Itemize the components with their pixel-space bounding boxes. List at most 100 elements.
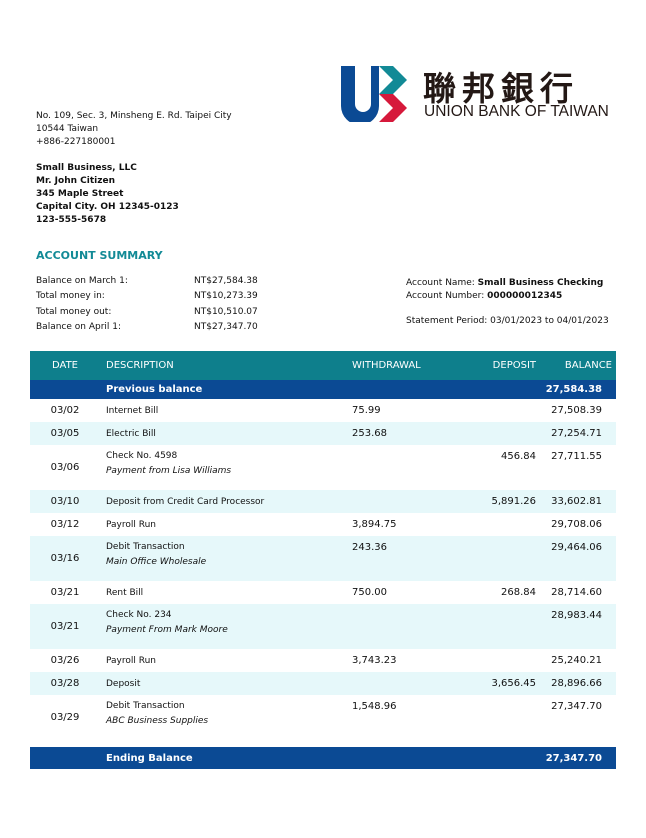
table-row: 03/10 Deposit from Credit Card Processor 5… <box>30 490 616 513</box>
row-deposit: 3,656.45 <box>452 672 536 695</box>
previous-balance-value: 27,584.38 <box>536 380 616 399</box>
row-deposit: 268.84 <box>501 587 536 598</box>
address-line: No. 109, Sec. 3, Minsheng E. Rd. Taipei … <box>36 111 232 121</box>
row-date: 03/05 <box>30 422 100 445</box>
customer-company: Small Business, LLC <box>36 163 137 173</box>
customer-street: 345 Maple Street <box>36 189 124 199</box>
bank-name-zh: 聯邦銀行 <box>423 69 579 108</box>
summary-label: Total money out: <box>36 306 112 317</box>
row-withdrawal <box>352 445 452 490</box>
description-text: Rent Bill <box>106 587 144 598</box>
description-note: ABC Business Supplies <box>106 716 209 726</box>
row-description: Internet Bill <box>100 399 352 422</box>
row-date: 03/29 <box>50 712 80 723</box>
row-balance: 28,983.44 <box>536 604 616 649</box>
table-header: DATE DESCRIPTION WITHDRAWAL DEPOSIT BALA… <box>30 351 616 380</box>
table-row: 03/16 Debit Transaction Main Office Wholes… <box>30 536 616 581</box>
description-text: Payroll Run <box>106 519 156 530</box>
row-description: Deposit <box>100 672 352 695</box>
summary-label: Balance on March 1: <box>36 276 128 286</box>
table-row: 03/28 Deposit 3,656.45 28,896.66 <box>30 672 616 695</box>
bank-name-en: UNION BANK OF TAIWAN <box>424 103 609 120</box>
row-deposit <box>452 695 536 740</box>
description-text: Payroll Run <box>106 655 156 666</box>
table-row: 03/29 Debit Transaction ABC Business Suppl… <box>30 695 616 740</box>
table-spacer <box>30 740 616 747</box>
summary-row: Total money in: NT$10,273.39 <box>36 290 258 305</box>
description-text: Deposit <box>106 678 141 689</box>
table-row: 03/05 Electric Bill 253.68 27,254.71 <box>30 422 616 445</box>
row-withdrawal: 3,894.75 <box>352 519 397 530</box>
previous-balance-row: Previous balance 27,584.38 <box>30 380 616 399</box>
description-text: Check No. 4598 <box>106 451 178 461</box>
account-name-label: Account Name: <box>406 278 475 288</box>
row-description: Check No. 234 Payment From Mark Moore <box>100 604 352 649</box>
row-balance: 27,254.71 <box>536 422 616 445</box>
summary-row: Total money out: NT$10,510.07 <box>36 306 258 321</box>
ending-balance-value: 27,347.70 <box>536 747 616 769</box>
row-balance: 29,708.06 <box>551 519 602 530</box>
account-name-value: Small Business Checking <box>477 278 604 288</box>
table-row: 03/21 Rent Bill 750.00 268.84 28,714.60 <box>30 581 616 604</box>
row-withdrawal: 243.36 <box>352 536 452 581</box>
row-date: 03/16 <box>30 536 100 581</box>
ending-balance-row: Ending Balance 27,347.70 <box>30 747 616 769</box>
row-date: 03/06 <box>50 462 80 473</box>
description-text: Internet Bill <box>106 405 159 416</box>
description-text: Electric Bill <box>106 428 156 439</box>
table-row: 03/02 Internet Bill 75.99 27,508.39 <box>30 399 616 422</box>
row-description: Electric Bill <box>100 422 352 445</box>
summary-value: NT$10,273.39 <box>194 291 258 302</box>
description-note: Payment From Mark Moore <box>106 625 228 635</box>
row-description: Debit Transaction Main Office Wholesale <box>100 536 352 581</box>
bank-logo: 聯邦銀行 UNION BANK OF TAIWAN <box>341 66 621 122</box>
row-balance: 27,508.39 <box>551 405 602 416</box>
table-row: 03/12 Payroll Run 3,894.75 29,708.06 <box>30 513 616 536</box>
row-deposit: 5,891.26 <box>452 490 536 513</box>
row-description: Payroll Run <box>100 513 352 536</box>
summary-row: Balance on April 1: NT$27,347.70 <box>36 321 258 336</box>
description-text: Debit Transaction <box>106 542 185 552</box>
account-number-label: Account Number: <box>406 291 485 301</box>
row-deposit: 456.84 <box>501 451 536 462</box>
account-number: Account Number: 000000012345 <box>406 290 609 303</box>
row-balance: 29,464.06 <box>536 536 616 581</box>
bank-address: No. 109, Sec. 3, Minsheng E. Rd. Taipei … <box>36 110 232 149</box>
account-name: Account Name: Small Business Checking <box>406 277 609 290</box>
customer-phone: 123-555-5678 <box>36 215 107 225</box>
summary-value: NT$10,510.07 <box>194 306 258 317</box>
row-deposit <box>452 604 536 649</box>
description-text: Check No. 234 <box>106 610 172 620</box>
row-balance: 28,714.60 <box>551 587 602 598</box>
row-withdrawal: 1,548.96 <box>352 701 397 712</box>
transactions-table: DATE DESCRIPTION WITHDRAWAL DEPOSIT BALA… <box>30 351 616 769</box>
summary-label: Balance on April 1: <box>36 321 122 332</box>
row-deposit <box>452 536 536 581</box>
row-balance: 28,896.66 <box>536 672 616 695</box>
row-date: 03/12 <box>50 519 80 530</box>
row-deposit <box>452 399 536 422</box>
customer-city: Capital City. OH 12345-0123 <box>36 202 179 212</box>
row-description: Rent Bill <box>100 581 352 604</box>
row-deposit <box>452 422 536 445</box>
row-withdrawal <box>352 604 452 649</box>
account-summary: Balance on March 1: NT$27,584.38 Total mo… <box>36 275 258 336</box>
header-description: DESCRIPTION <box>100 351 352 380</box>
row-date: 03/26 <box>50 655 80 666</box>
header-date: DATE <box>30 351 100 380</box>
row-withdrawal: 253.68 <box>352 422 452 445</box>
row-date: 03/02 <box>50 405 80 416</box>
description-text: Debit Transaction <box>106 701 185 711</box>
table-row: 03/26 Payroll Run 3,743.23 25,240.21 <box>30 649 616 672</box>
row-description: Payroll Run <box>100 649 352 672</box>
account-number-value: 000000012345 <box>487 291 563 301</box>
table-row: 03/06 Check No. 4598 Payment from Lisa Wil… <box>30 445 616 490</box>
address-line: 10544 Taiwan <box>36 124 99 134</box>
customer-name: Mr. John Citizen <box>36 176 115 186</box>
summary-label: Total money in: <box>36 291 105 302</box>
header-withdrawal: WITHDRAWAL <box>352 351 452 380</box>
row-deposit <box>452 649 536 672</box>
row-withdrawal <box>352 490 452 513</box>
row-description: Deposit from Credit Card Processor <box>100 490 352 513</box>
